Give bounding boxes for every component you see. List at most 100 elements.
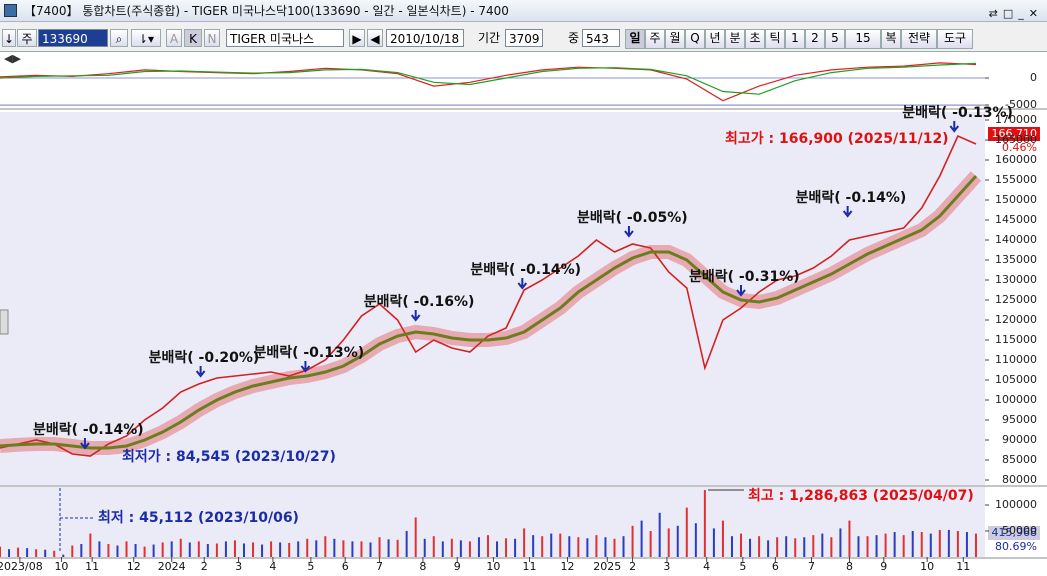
- interval-button[interactable]: 1: [785, 29, 805, 49]
- volume-bar: [866, 536, 869, 557]
- volume-bar: [559, 533, 562, 557]
- volume-bar: [297, 541, 300, 557]
- volume-bar: [631, 525, 634, 557]
- x-tick-label: 5: [739, 560, 746, 573]
- change: 0.46%: [1002, 141, 1037, 154]
- volume-bar: [974, 533, 977, 557]
- interval-button[interactable]: 년: [705, 29, 725, 49]
- volume-bar: [414, 517, 417, 557]
- volume-bar: [613, 538, 616, 557]
- sort-button[interactable]: ⇂▾: [131, 29, 161, 47]
- interval-button[interactable]: 분: [725, 29, 745, 49]
- code-input[interactable]: 133690: [38, 29, 108, 47]
- volume-bar: [396, 539, 399, 557]
- prev-button[interactable]: ◀: [367, 29, 383, 47]
- volume-bar: [767, 540, 770, 557]
- volume-bar: [17, 547, 20, 557]
- chart-area: 166,710 0.46% 최저 : 45,112 (2023/10/06) 최…: [0, 52, 1047, 576]
- interval-button[interactable]: 일: [625, 29, 645, 49]
- y-tick-label: 90000: [1002, 433, 1037, 446]
- y-tick-label: 160000: [995, 153, 1037, 166]
- volume-bar: [857, 536, 860, 557]
- x-tick-label: 10: [920, 560, 934, 573]
- x-tick-label: 10: [486, 560, 500, 573]
- interval-button[interactable]: 월: [665, 29, 685, 49]
- volume-bar: [532, 535, 535, 557]
- volume-bar: [450, 538, 453, 557]
- volume-bar: [26, 548, 29, 557]
- volume-bar: [71, 545, 74, 557]
- interval-button[interactable]: 15: [845, 29, 881, 49]
- volume-bar: [53, 550, 56, 557]
- volume-bar: [152, 544, 155, 557]
- arrow-button[interactable]: ↓: [2, 29, 16, 47]
- y-tick-label: 115000: [995, 333, 1037, 346]
- y-tick-label: 155000: [995, 173, 1037, 186]
- last-volume-box: [988, 526, 1040, 540]
- x-tick-label: 2: [629, 560, 636, 573]
- volume-bar: [306, 538, 309, 557]
- y-tick-label: 135000: [995, 253, 1037, 266]
- interval-button[interactable]: 전략: [901, 29, 937, 49]
- volume-bar: [279, 542, 282, 557]
- volume-bar: [378, 537, 381, 557]
- annotation-arrow: [517, 278, 528, 290]
- volume-bar: [89, 533, 92, 557]
- date-input[interactable]: 2010/10/18: [386, 29, 464, 47]
- annotation-arrow: [410, 310, 421, 322]
- volume-bar: [35, 549, 38, 557]
- x-tick-label: 5: [307, 560, 314, 573]
- toolbar: ↓ 주 133690 ⌕ ⇂▾ A K N TIGER 미국나스 ▶ ◀ 201…: [0, 24, 1047, 52]
- interval-button[interactable]: 초: [745, 29, 765, 49]
- volume-bar: [721, 520, 724, 557]
- volume-bar: [920, 532, 923, 557]
- window-buttons[interactable]: ⇄□_✕: [988, 7, 1043, 20]
- side-toggle[interactable]: [0, 309, 9, 335]
- interval-button[interactable]: 2: [805, 29, 825, 49]
- x-tick-label: 2024: [158, 560, 186, 573]
- y-tick-label: 140000: [995, 233, 1037, 246]
- interval-button[interactable]: 복: [881, 29, 901, 49]
- volume-bar: [830, 537, 833, 557]
- count-input[interactable]: 543: [582, 29, 620, 47]
- y-tick-label: 95000: [1002, 413, 1037, 426]
- interval-button[interactable]: Q: [685, 29, 705, 49]
- period-input[interactable]: 3709: [505, 29, 543, 47]
- search-button[interactable]: ⌕: [110, 29, 128, 47]
- x-tick-label: 8: [419, 560, 426, 573]
- x-tick-label: 9: [880, 560, 887, 573]
- volume-bar: [432, 536, 435, 557]
- x-tick-label: 12: [127, 560, 141, 573]
- interval-button[interactable]: 틱: [765, 29, 785, 49]
- period-unit[interactable]: 주: [17, 29, 37, 47]
- next-button[interactable]: ▶: [349, 29, 365, 47]
- y-tick-label: 100000: [995, 498, 1037, 511]
- volume-bar: [197, 541, 200, 557]
- interval-button[interactable]: 5: [825, 29, 845, 49]
- price-line: [0, 134, 977, 457]
- x-tick-label: 4: [703, 560, 710, 573]
- volume-bar: [568, 536, 571, 557]
- volume-bar: [143, 546, 146, 557]
- volume-bar: [703, 490, 706, 557]
- name-field[interactable]: TIGER 미국나스: [226, 29, 344, 47]
- volume-bar: [676, 525, 679, 557]
- volume-bar: [486, 535, 489, 557]
- x-tick-label: 12: [561, 560, 575, 573]
- volume-bar: [649, 530, 652, 557]
- volume-bar: [8, 549, 11, 557]
- low-label: 최저가 : 84,545 (2023/10/27): [122, 449, 336, 465]
- interval-button[interactable]: 도구: [937, 29, 973, 49]
- volume-bar: [161, 542, 164, 557]
- annotation: 분배락( -0.05%): [577, 210, 688, 226]
- mode-n[interactable]: N: [204, 29, 220, 47]
- y-tick-label: 105000: [995, 373, 1037, 386]
- mode-k[interactable]: K: [184, 29, 202, 47]
- volume-bar: [477, 537, 480, 557]
- mode-a[interactable]: A: [166, 29, 182, 47]
- volume-bar: [685, 507, 688, 557]
- interval-button[interactable]: 주: [645, 29, 665, 49]
- volume-bar: [170, 541, 173, 557]
- volume-bar: [541, 536, 544, 557]
